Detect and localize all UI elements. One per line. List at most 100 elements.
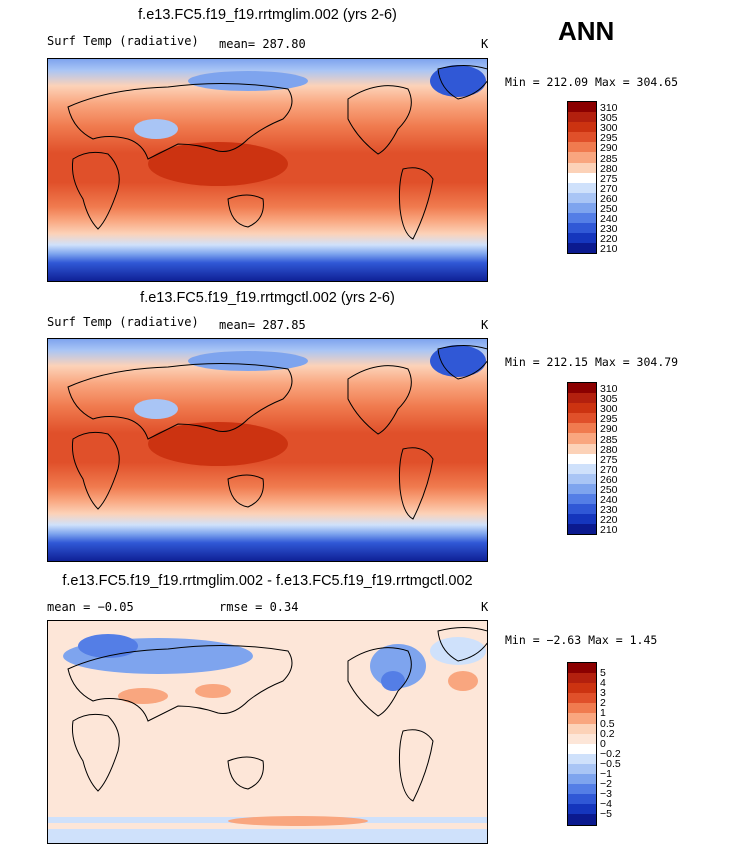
colorbar-tick-label: 270 (600, 463, 618, 476)
colorbar-tick-label: 280 (600, 443, 618, 456)
colorbar-swatch (568, 453, 596, 464)
colorbar-tick-label: 270 (600, 182, 618, 195)
units-label: K (481, 37, 489, 51)
colorbar-tick-label: 230 (600, 504, 618, 517)
variable-label: Surf Temp (radiative) (47, 315, 199, 329)
diff-mean-label: mean = −0.05 (47, 600, 134, 614)
surface-temperature-map (47, 58, 488, 282)
panel-title: f.e13.FC5.f19_f19.rrtmglim.002 (yrs 2-6) (138, 7, 397, 23)
colorbar-tick-label: 0.2 (600, 727, 615, 740)
colorbar-tick-label: 295 (600, 132, 618, 145)
colorbar-swatch (568, 473, 596, 484)
mean-label: mean= 287.85 (219, 318, 306, 332)
mean-label: mean= 287.80 (219, 37, 306, 51)
rmse-label: rmse = 0.34 (219, 600, 299, 614)
colorbar (567, 662, 597, 826)
colorbar-swatch (568, 723, 596, 734)
colorbar-swatch (568, 152, 596, 163)
colorbar-swatch (568, 763, 596, 775)
min-max-label: Min = −2.63 Max = 1.45 (505, 633, 658, 647)
colorbar-tick-label: 0 (600, 737, 606, 750)
colorbar-swatch (568, 703, 596, 714)
min-max-label: Min = 212.09 Max = 304.65 (505, 75, 679, 89)
colorbar-swatch (568, 423, 596, 434)
colorbar-tick-label: 290 (600, 423, 618, 436)
colorbar-tick-label: −1 (600, 768, 612, 780)
units-label: K (481, 318, 489, 332)
colorbar-tick-label: 310 (600, 383, 618, 395)
colorbar-swatch (568, 383, 596, 394)
colorbar-swatch (568, 162, 596, 173)
colorbar-swatch (568, 733, 596, 744)
colorbar (567, 101, 597, 255)
colorbar-tick-label: 280 (600, 162, 618, 175)
colorbar-tick-label: 4 (600, 677, 606, 690)
colorbar-tick-label: 285 (600, 152, 618, 165)
colorbar-swatch (568, 413, 596, 424)
colorbar-swatch (568, 192, 596, 203)
colorbar-tick-label: 275 (600, 172, 618, 185)
colorbar-swatch (568, 683, 596, 694)
surface-temperature-map (47, 338, 488, 562)
colorbar-swatch (568, 223, 596, 234)
colorbar-swatch (568, 172, 596, 183)
colorbar-tick-label: 305 (600, 393, 618, 406)
colorbar-tick-label: 240 (600, 213, 618, 226)
colorbar-tick-label: 250 (600, 203, 618, 215)
colorbar-swatch (568, 504, 596, 515)
colorbar-swatch (568, 794, 596, 805)
colorbar-tick-label: 2 (600, 697, 606, 710)
difference-map (47, 620, 488, 844)
colorbar-tick-label: 210 (600, 524, 618, 537)
colorbar-swatch (568, 483, 596, 495)
colorbar-swatch (568, 112, 596, 123)
colorbar-swatch (568, 784, 596, 795)
colorbar-swatch (568, 433, 596, 444)
colorbar-tick-label: 240 (600, 494, 618, 507)
panel-title: f.e13.FC5.f19_f19.rrtmglim.002 - f.e13.F… (62, 573, 473, 589)
min-max-label: Min = 212.15 Max = 304.79 (505, 355, 679, 369)
colorbar-tick-label: −5 (600, 808, 612, 821)
variable-label: Surf Temp (radiative) (47, 34, 199, 48)
colorbar-swatch (568, 243, 596, 254)
colorbar-tick-label: 300 (600, 403, 618, 416)
colorbar-tick-label: 310 (600, 102, 618, 114)
season-label: ANN (558, 16, 615, 46)
colorbar-swatch (568, 713, 596, 724)
colorbar-tick-label: 3 (600, 687, 606, 700)
colorbar-tick-label: 260 (600, 192, 618, 205)
colorbar-tick-label: −4 (600, 798, 612, 811)
colorbar-tick-label: −2 (600, 778, 612, 791)
colorbar-swatch (568, 743, 596, 754)
colorbar-tick-label: 220 (600, 514, 618, 527)
colorbar-swatch (568, 403, 596, 414)
colorbar-tick-label: −0.2 (600, 747, 621, 760)
colorbar-swatch (568, 663, 596, 674)
units-label: K (481, 600, 489, 614)
colorbar-tick-label: 220 (600, 233, 618, 246)
colorbar-swatch (568, 393, 596, 404)
map-field (48, 339, 487, 561)
map-field (48, 621, 487, 843)
colorbar-swatch (568, 693, 596, 704)
colorbar-tick-label: 285 (600, 433, 618, 446)
colorbar (567, 382, 597, 536)
map-field (48, 59, 487, 281)
colorbar-swatch (568, 494, 596, 505)
colorbar-swatch (568, 202, 596, 214)
colorbar-tick-label: 260 (600, 473, 618, 486)
colorbar-swatch (568, 814, 596, 825)
colorbar-swatch (568, 182, 596, 193)
colorbar-tick-label: 295 (600, 413, 618, 426)
colorbar-swatch (568, 514, 596, 525)
colorbar-swatch (568, 673, 596, 684)
colorbar-swatch (568, 233, 596, 244)
colorbar-tick-label: −3 (600, 788, 612, 801)
colorbar-swatch (568, 753, 596, 764)
colorbar-swatch (568, 213, 596, 224)
colorbar-tick-label: 305 (600, 112, 618, 125)
colorbar-swatch (568, 122, 596, 133)
colorbar-swatch (568, 524, 596, 535)
colorbar-tick-label: 250 (600, 484, 618, 496)
colorbar-tick-label: 300 (600, 122, 618, 135)
